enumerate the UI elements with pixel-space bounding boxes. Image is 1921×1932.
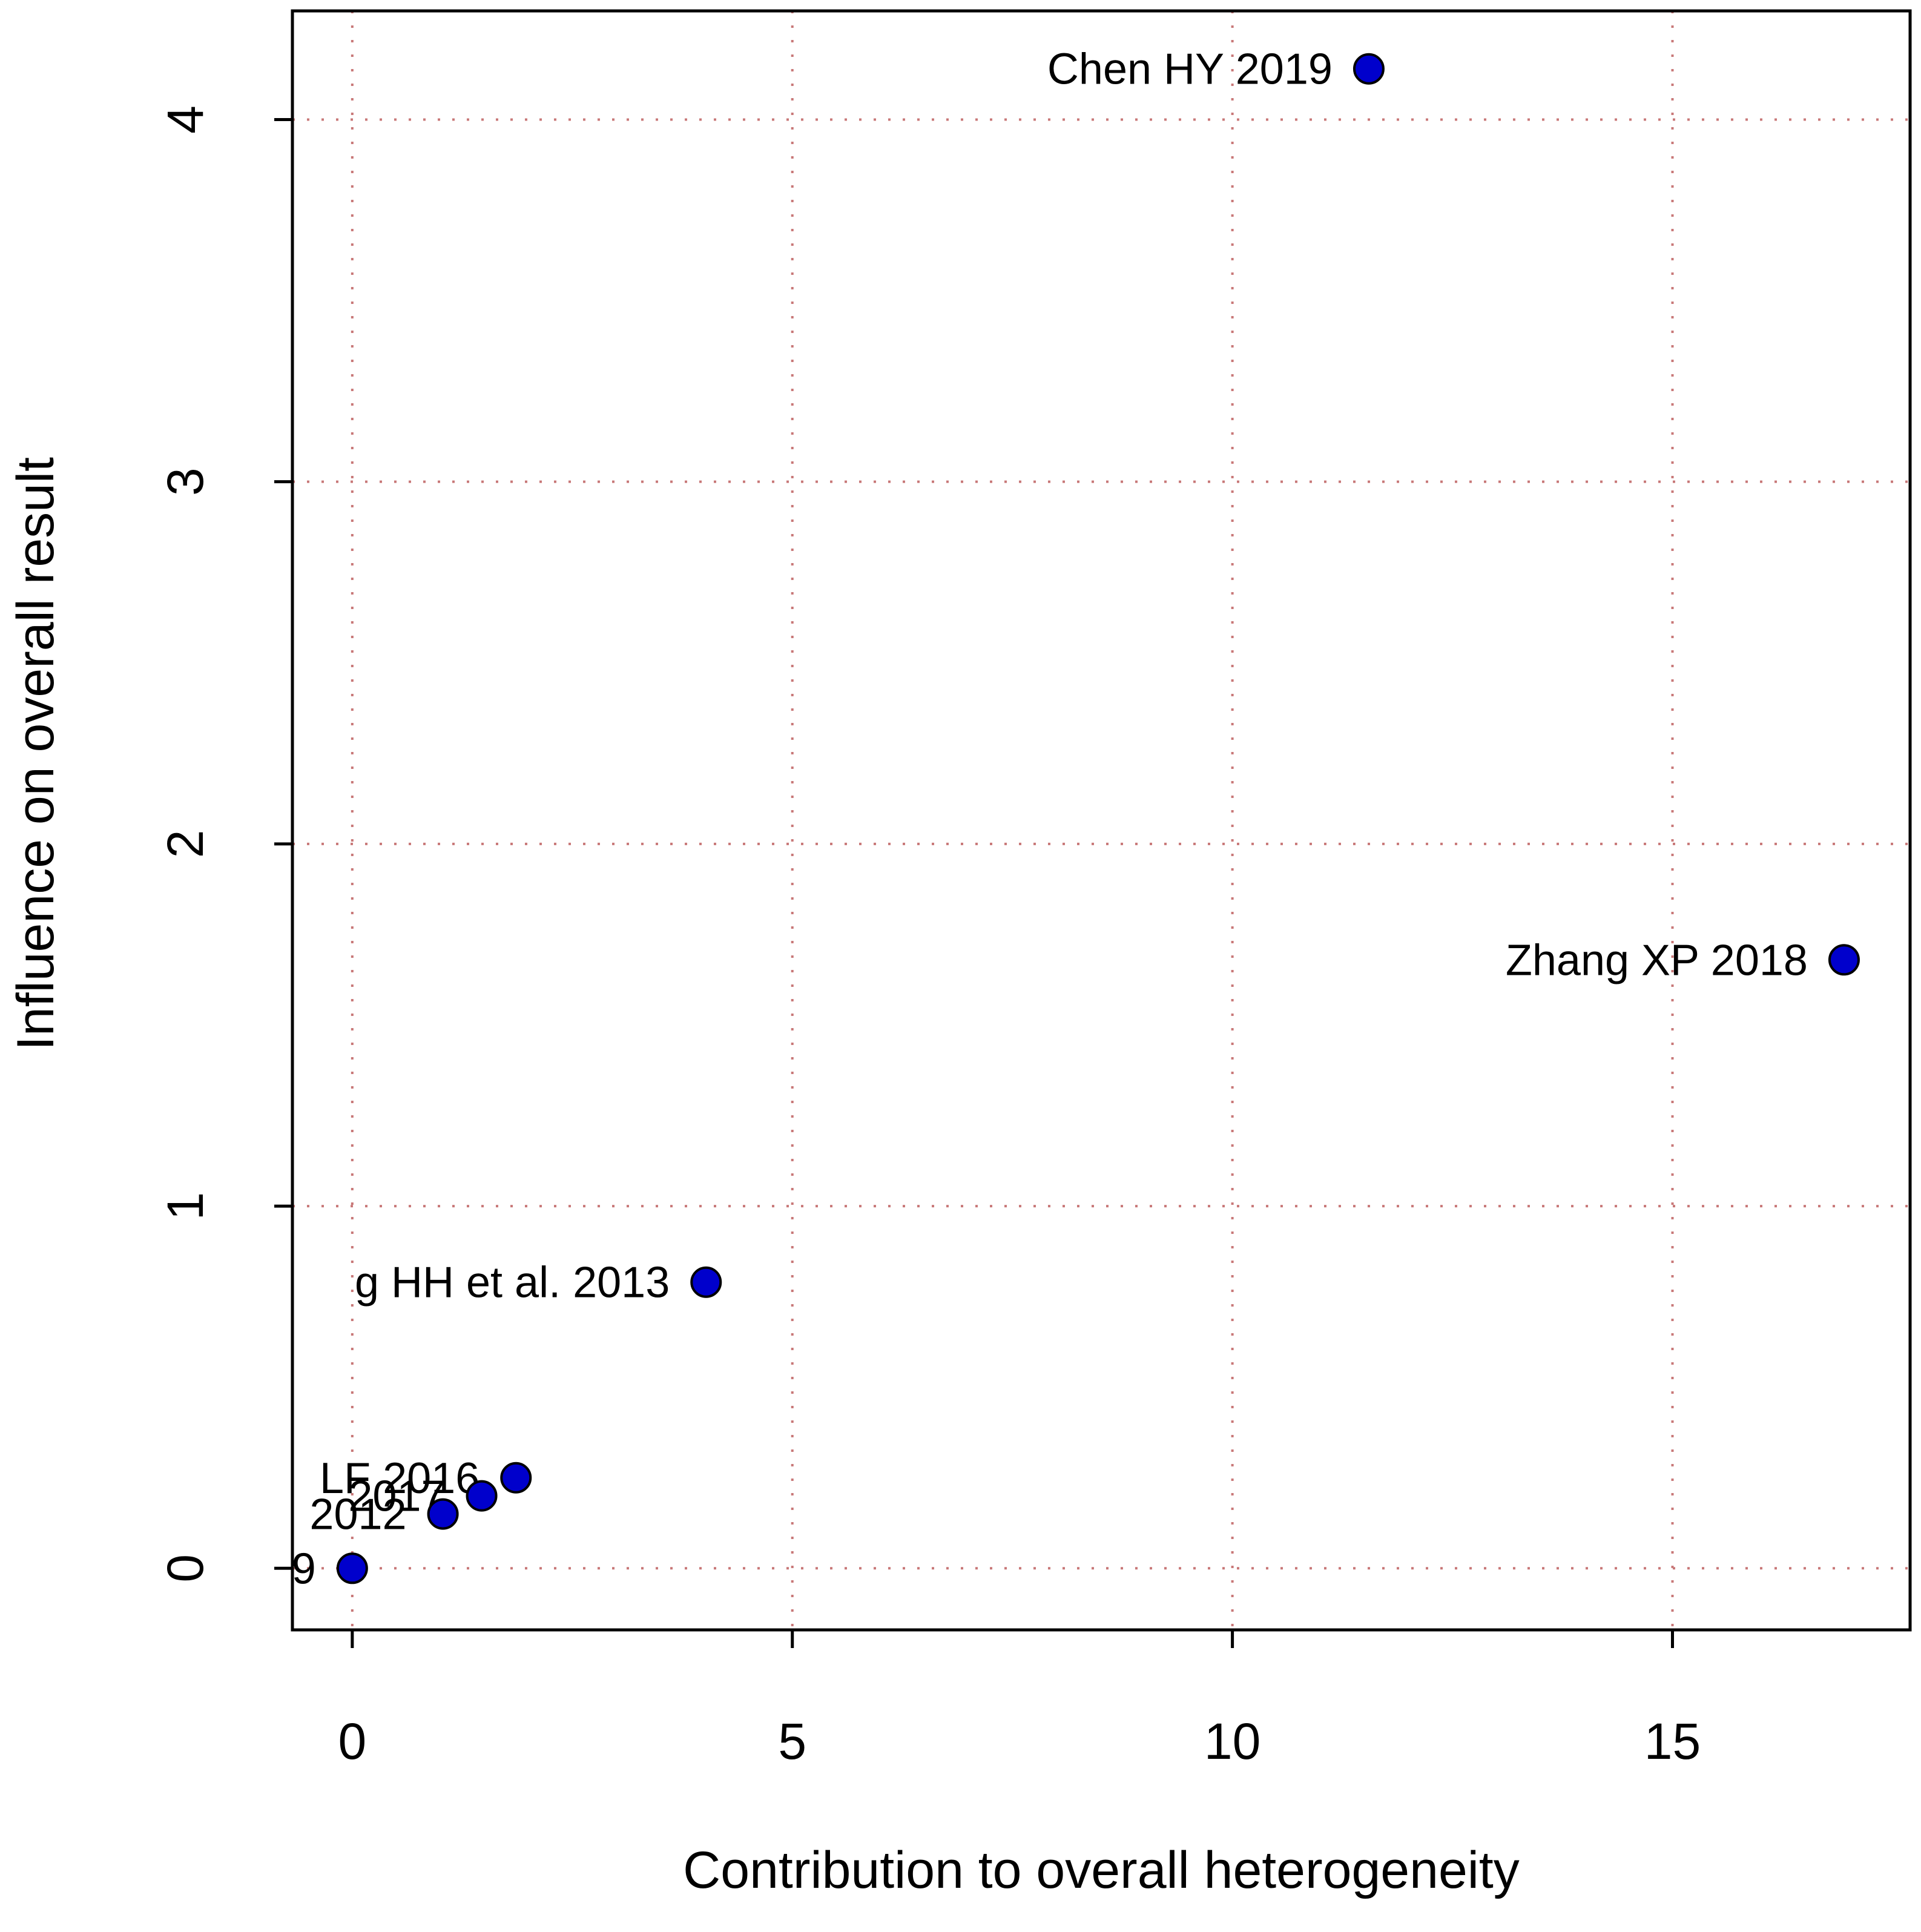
point-label: Chen HY 2019 [1047,45,1333,94]
x-tick-label: 5 [778,1713,806,1770]
point-label: LF 2016 [320,1454,479,1503]
y-axis-title: Influence on overall result [7,457,65,1050]
y-tick-label: 0 [157,1554,214,1583]
x-tick-label: 15 [1644,1713,1701,1770]
data-point [690,1266,722,1298]
y-tick-label: 4 [157,105,214,134]
x-tick-label: 10 [1204,1713,1260,1770]
point-label: g HH et al. 2013 [355,1259,670,1307]
y-tick-label: 1 [157,1192,214,1221]
data-point [1828,944,1860,976]
plot-frame [291,9,1912,1632]
x-tick-label: 0 [338,1713,366,1770]
data-point [1353,53,1385,85]
y-tick-label: 3 [157,467,214,496]
data-point [427,1498,459,1530]
point-label: 2012 [309,1491,406,1539]
x-axis-title: Contribution to overall heterogeneity [683,1841,1520,1899]
data-point [466,1480,498,1512]
y-tick-label: 2 [157,830,214,859]
data-point [500,1462,532,1494]
x-axis: 0 5 10 15 [338,1630,1701,1770]
data-point [336,1552,368,1584]
y-axis: 0 1 2 3 4 [157,105,292,1583]
data-points: Chen HY 2019 Zhang XP 2018 g HH et al. 201… [292,45,1860,1593]
point-label: 9 [292,1545,316,1593]
point-label: Zhang XP 2018 [1506,936,1808,984]
